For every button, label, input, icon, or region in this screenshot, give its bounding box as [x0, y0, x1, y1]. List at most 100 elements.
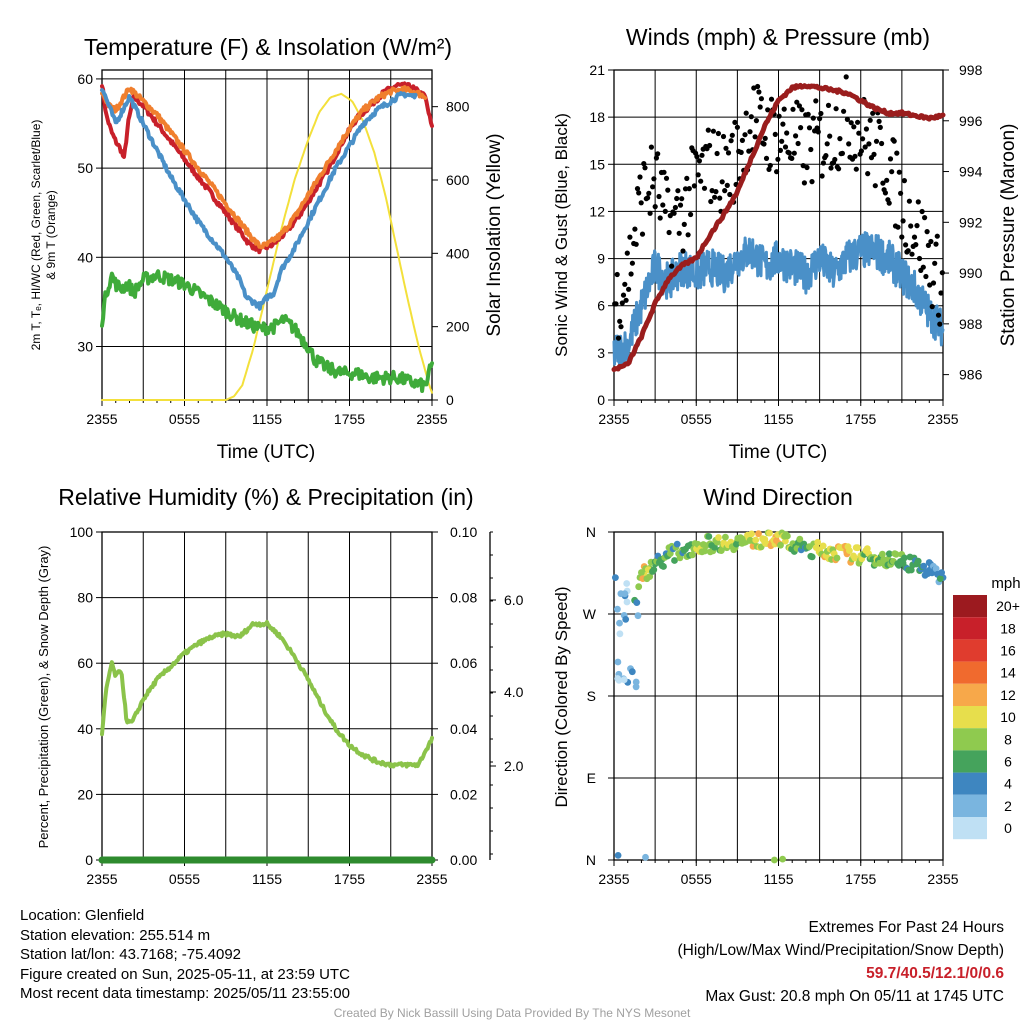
colorbar-swatch [953, 773, 987, 795]
gust-point [675, 188, 680, 193]
direction-point [938, 569, 945, 576]
gust-point [777, 114, 782, 119]
temperature-x-label: Time (UTC) [217, 442, 316, 463]
gust-point [740, 138, 745, 143]
y-tick-label-right: 0.04 [450, 721, 477, 737]
gust-point [868, 118, 873, 123]
y-tick-label-right: 0.00 [450, 852, 477, 868]
gust-point [749, 114, 754, 119]
gust-point [811, 116, 816, 121]
gust-point [790, 107, 795, 112]
x-tick-label: 2355 [416, 871, 447, 887]
gust-point [651, 176, 656, 181]
gust-point [907, 199, 912, 204]
y-tick-label-left: 100 [70, 524, 94, 540]
y-tick-label-left: 20 [77, 786, 93, 802]
gust-point [674, 196, 679, 201]
gust-point [648, 211, 653, 216]
latlon-text: Station lat/lon: 43.7168; -75.4092 [20, 945, 350, 965]
gust-point [629, 271, 634, 276]
direction-tick-label: W [583, 606, 597, 622]
colorbar-label: 0 [1004, 820, 1012, 836]
gust-point [873, 183, 878, 188]
extremes-legend: (High/Low/Max Wind/Precipitation/Snow De… [678, 939, 1005, 962]
gust-point [844, 74, 849, 79]
gust-point [769, 97, 774, 102]
gust-point [721, 134, 726, 139]
x-tick-label: 0555 [681, 871, 712, 887]
gust-point [922, 215, 927, 220]
gust-point [796, 141, 801, 146]
gust-point [877, 119, 882, 124]
gust-point [613, 301, 618, 306]
y-tick-label-right: 0.10 [450, 524, 477, 540]
wind-direction-panel-title: Wind Direction [703, 484, 853, 510]
colorbar-swatch [953, 639, 987, 661]
gust-point [828, 165, 833, 170]
colorbar-swatch [953, 817, 987, 839]
gust-point [778, 148, 783, 153]
gust-point [902, 178, 907, 183]
y-tick-label-right: 0 [446, 392, 454, 408]
gust-point [758, 104, 763, 109]
gust-point [708, 199, 713, 204]
gust-point [908, 223, 913, 228]
direction-point [616, 620, 623, 627]
direction-tick-label: S [587, 688, 596, 704]
x-tick-label: 1755 [845, 411, 876, 427]
wind-direction-panel: Wind Direction Direction (Colored By Spe… [552, 484, 959, 887]
gust-point [780, 122, 785, 127]
y-tick-label-left: 60 [77, 655, 93, 671]
y-tick-label-left: 3 [597, 345, 605, 361]
insolation-y-label: Solar Insolation (Yellow) [484, 133, 505, 336]
gust-point [637, 174, 642, 179]
direction-point [621, 590, 628, 597]
gust-point [684, 176, 689, 181]
gust-point [802, 180, 807, 185]
y-tick-label-right: 0.06 [450, 655, 477, 671]
gust-point [856, 131, 861, 136]
gust-point [774, 169, 779, 174]
gust-point [626, 287, 631, 292]
gust-point [937, 322, 942, 327]
direction-point [614, 606, 621, 613]
y-tick-label-right: 0.08 [450, 590, 477, 606]
gust-point [732, 120, 737, 125]
direction-point [834, 555, 841, 562]
gust-point [806, 112, 811, 117]
created-text: Figure created on Sun, 2025-05-11, at 23… [20, 965, 350, 985]
gust-point [720, 179, 725, 184]
direction-point [809, 554, 816, 561]
direction-point [633, 599, 640, 606]
gust-point [865, 171, 870, 176]
x-tick-label: 2355 [86, 871, 117, 887]
direction-point [706, 533, 713, 540]
gust-point [747, 129, 752, 134]
extremes-info: Extremes For Past 24 Hours (High/Low/Max… [678, 916, 1005, 1008]
gust-point [739, 150, 744, 155]
gust-point [617, 319, 622, 324]
colorbar-label: 6 [1004, 754, 1012, 770]
gust-point [894, 151, 899, 156]
gust-point [883, 190, 888, 195]
gust-point [630, 261, 635, 266]
gust-point [634, 242, 639, 247]
gust-point [664, 176, 669, 181]
gust-point [913, 242, 918, 247]
gust-point [799, 107, 804, 112]
gust-point [642, 165, 647, 170]
gust-point [713, 189, 718, 194]
gust-point [820, 173, 825, 178]
y-tick-label-left: 0 [85, 852, 93, 868]
gust-point [874, 139, 879, 144]
gust-point [909, 252, 914, 257]
gust-point [933, 242, 938, 247]
direction-point [771, 857, 778, 864]
colorbar-label: 18 [1000, 620, 1016, 636]
x-tick-label: 1155 [763, 411, 793, 427]
gust-point [696, 172, 701, 177]
direction-point [650, 566, 657, 573]
gust-point [866, 141, 871, 146]
direction-point [642, 854, 649, 861]
gust-point [686, 232, 691, 237]
